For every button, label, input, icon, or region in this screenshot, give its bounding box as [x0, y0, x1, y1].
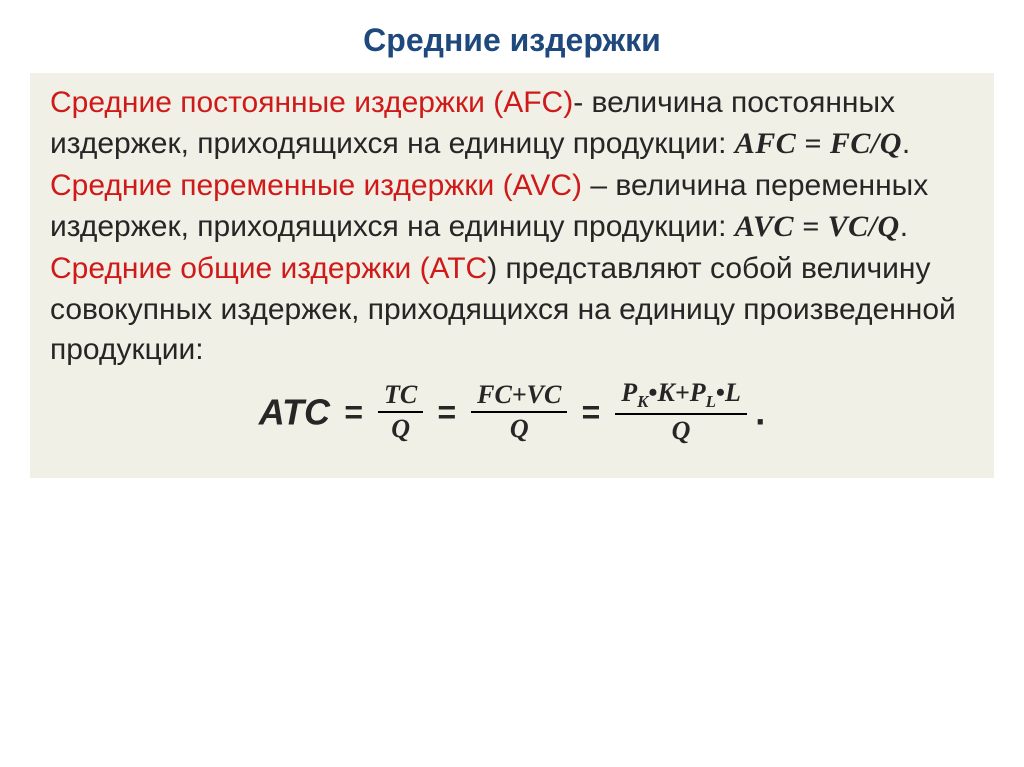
avc-paragraph: Средние переменные издержки (AVC) – вели… — [50, 166, 974, 247]
f3-num: PK•K+PL•L — [615, 379, 747, 416]
formula-period: . — [755, 391, 765, 432]
f1-num: TC — [378, 381, 423, 414]
avc-dash: – — [582, 169, 615, 202]
atc-close-paren: ) — [487, 252, 505, 285]
afc-paragraph: Средние постоянные издержки (AFC)- велич… — [50, 83, 974, 164]
slide: Средние издержки Средние постоянные изде… — [0, 0, 1024, 767]
content-box: Средние постоянные издержки (AFC)- велич… — [30, 73, 994, 478]
fraction-2: FC+VC Q — [471, 381, 567, 444]
atc-heading: Средние общие издержки (АТС — [50, 252, 487, 285]
slide-title: Средние издержки — [0, 0, 1024, 73]
avc-heading: Средние переменные издержки (AVC) — [50, 169, 582, 202]
eq-2: = — [432, 394, 472, 430]
fraction-1: TC Q — [378, 381, 423, 444]
f2-den: Q — [471, 413, 567, 444]
atc-paragraph: Средние общие издержки (АТС) представляю… — [50, 249, 974, 371]
f1-den: Q — [378, 413, 423, 444]
avc-period: . — [900, 210, 908, 243]
atc-label: ATC — [259, 391, 330, 432]
eq-1: = — [338, 394, 378, 430]
afc-formula: AFC = FC/Q — [735, 127, 902, 160]
avc-formula: AVC = VC/Q — [735, 210, 900, 243]
atc-formula-row: ATC = TC Q = FC+VC Q = PK•K+PL•L Q . — [50, 379, 974, 446]
fraction-3: PK•K+PL•L Q — [615, 379, 747, 446]
afc-period: . — [902, 127, 910, 160]
eq-3: = — [576, 394, 616, 430]
f3-den: Q — [615, 415, 747, 446]
f2-num: FC+VC — [471, 381, 567, 414]
afc-dash: - — [573, 86, 591, 119]
afc-heading: Средние постоянные издержки (AFC) — [50, 86, 573, 119]
